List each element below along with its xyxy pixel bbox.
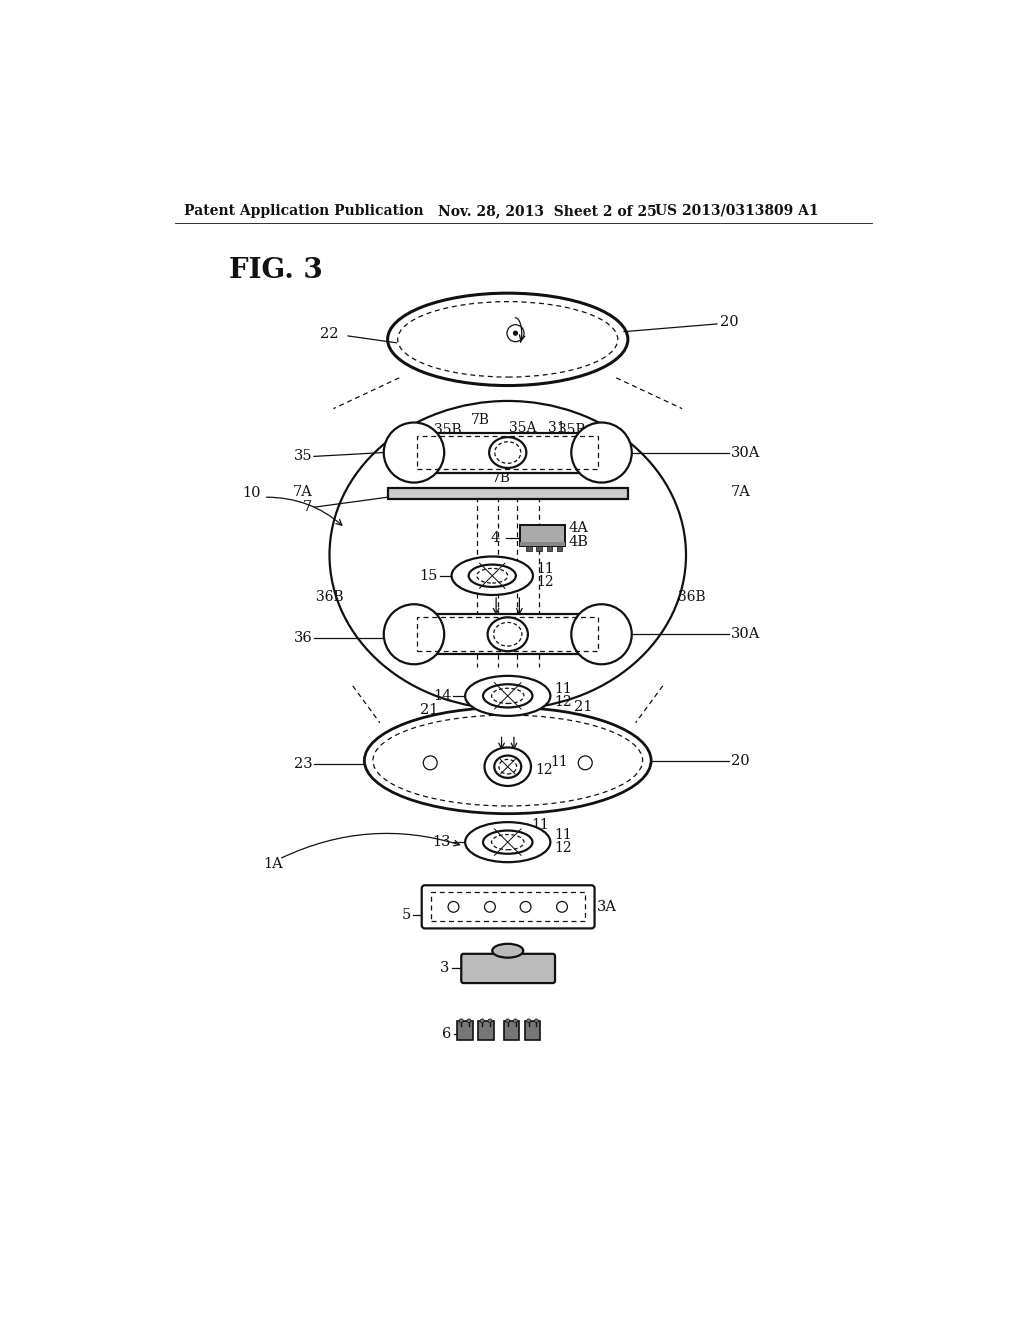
Ellipse shape [483,830,532,854]
Text: Nov. 28, 2013  Sheet 2 of 25: Nov. 28, 2013 Sheet 2 of 25 [438,203,656,218]
Ellipse shape [489,437,526,469]
Text: 21: 21 [573,701,592,714]
Ellipse shape [514,1019,517,1023]
Ellipse shape [465,676,550,715]
Text: 4A: 4A [569,521,589,535]
Ellipse shape [579,756,592,770]
FancyBboxPatch shape [461,954,555,983]
Text: 3A: 3A [597,900,616,913]
Text: 11: 11 [537,562,554,576]
Bar [504,1020,519,1040]
Text: 21: 21 [420,702,438,717]
Text: 7A: 7A [731,484,751,499]
Ellipse shape [514,331,517,335]
Ellipse shape [480,1019,484,1023]
Bar [388,488,628,499]
Ellipse shape [526,1019,530,1023]
Ellipse shape [495,755,521,777]
Text: 35B: 35B [434,424,462,437]
Text: 10: 10 [243,486,261,500]
Ellipse shape [484,747,531,785]
Text: 11: 11 [550,755,568,770]
Ellipse shape [557,902,567,912]
Text: 36B: 36B [315,590,343,605]
Ellipse shape [506,1019,510,1023]
Text: 20: 20 [720,315,738,330]
Text: 30A: 30A [731,627,761,642]
Ellipse shape [484,902,496,912]
Ellipse shape [571,422,632,483]
FancyBboxPatch shape [520,525,565,546]
Ellipse shape [571,605,632,664]
Text: 12: 12 [512,619,528,631]
Bar [431,892,586,921]
Bar [414,433,601,473]
Bar [414,614,601,655]
Ellipse shape [467,1019,471,1023]
Text: 7B: 7B [493,471,511,484]
Text: 35A: 35A [509,421,537,434]
Text: 31: 31 [548,421,565,434]
Ellipse shape [487,618,528,651]
Ellipse shape [365,708,651,813]
Text: 12: 12 [537,576,554,589]
Ellipse shape [465,822,550,862]
Ellipse shape [535,1019,539,1023]
FancyBboxPatch shape [422,886,595,928]
Bar [478,1020,494,1040]
Text: 15: 15 [420,569,438,582]
Text: 13: 13 [433,836,452,849]
Text: 4: 4 [490,531,500,545]
Text: US 2013/0313809 A1: US 2013/0313809 A1 [655,203,818,218]
Text: 4B: 4B [569,535,589,549]
Ellipse shape [488,1019,492,1023]
Text: 7A: 7A [293,484,312,499]
Text: 12: 12 [554,696,571,709]
Bar [537,545,542,552]
Text: 11: 11 [554,682,572,696]
Text: 20: 20 [731,754,750,767]
Bar [458,1020,473,1040]
Bar [526,545,531,552]
Text: 11: 11 [554,828,572,842]
Text: 36: 36 [294,631,312,645]
Ellipse shape [460,1019,463,1023]
Text: 6: 6 [441,1027,452,1041]
Text: 14: 14 [433,689,452,702]
Text: 3: 3 [440,961,450,975]
Text: 12: 12 [517,826,535,840]
Ellipse shape [452,557,532,595]
Text: 11: 11 [493,619,509,631]
Text: Patent Application Publication: Patent Application Publication [183,203,424,218]
Text: 30A: 30A [731,446,761,459]
Ellipse shape [520,902,531,912]
Bar [417,618,598,651]
Bar [557,545,562,552]
Ellipse shape [449,902,459,912]
Text: 36A: 36A [450,643,477,656]
Bar [524,1020,541,1040]
Bar [520,541,565,546]
Text: 23: 23 [294,758,312,771]
Ellipse shape [384,422,444,483]
Ellipse shape [384,605,444,664]
Text: 35B: 35B [558,424,586,437]
Text: 5: 5 [401,908,411,921]
Text: 36B: 36B [678,590,706,605]
Text: FIG. 3: FIG. 3 [228,256,323,284]
Ellipse shape [423,756,437,770]
Text: 35: 35 [294,449,312,463]
Bar [547,545,552,552]
Text: 12: 12 [554,841,571,855]
Ellipse shape [469,565,516,587]
Text: 1A: 1A [263,857,284,871]
Text: 12: 12 [535,763,553,776]
Bar [417,436,598,470]
Ellipse shape [493,944,523,958]
Text: 11: 11 [531,818,549,832]
Ellipse shape [483,684,532,708]
Text: 7B: 7B [471,413,490,428]
Text: 22: 22 [321,327,339,341]
Text: 7: 7 [303,500,312,515]
